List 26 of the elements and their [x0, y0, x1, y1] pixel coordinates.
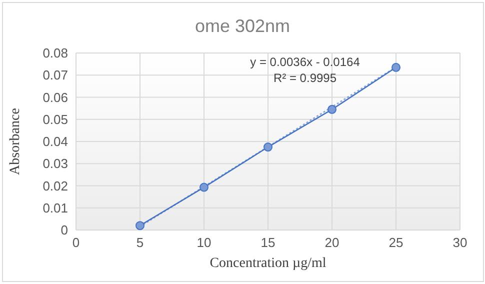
chart-title: ome 302nm — [194, 16, 292, 37]
y-tick-label: 0 — [60, 222, 68, 238]
y-axis-title: Absorbance — [8, 108, 23, 175]
x-tick-label: 15 — [260, 235, 276, 250]
point — [200, 182, 208, 192]
point — [136, 221, 144, 230]
y-tick-label: 0.04 — [42, 134, 68, 150]
point — [328, 104, 336, 114]
y-tick-label: 0.07 — [42, 68, 68, 83]
y-tick-label: 0.08 — [42, 46, 68, 61]
point — [392, 62, 400, 72]
x-tick-label: 20 — [324, 235, 340, 250]
y-tick-label: 0.03 — [42, 156, 68, 172]
y-tick-label: 0.01 — [42, 200, 68, 216]
x-tick-label: 25 — [388, 235, 404, 250]
x-axis-title: Concentration µg/ml — [210, 256, 326, 271]
annotation: R² = 0.9995 — [272, 70, 338, 86]
x-tick-label: 5 — [136, 235, 144, 250]
x-tick-label: 0 — [72, 235, 80, 250]
y-tick-label: 0.05 — [42, 112, 68, 127]
y-tick-label: 0.02 — [42, 178, 68, 194]
point — [264, 142, 272, 152]
y-tick-label: 0.06 — [42, 90, 68, 105]
annotation: y = 0.0036x - 0.0164 — [249, 54, 361, 70]
x-tick-label: 10 — [196, 235, 212, 250]
x-tick-label: 30 — [452, 235, 468, 250]
